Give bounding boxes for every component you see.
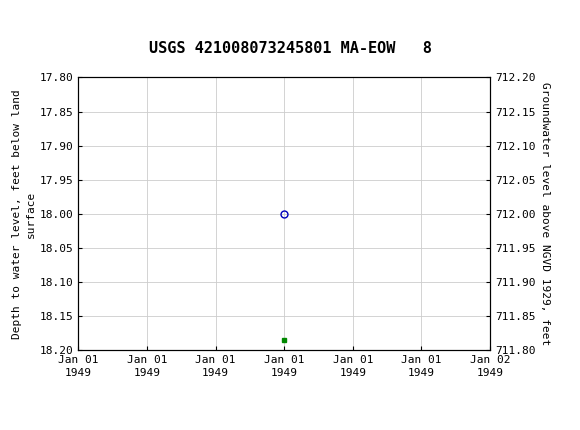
Text: ▒USGS: ▒USGS	[7, 11, 66, 27]
Y-axis label: Depth to water level, feet below land
surface: Depth to water level, feet below land su…	[12, 89, 35, 339]
Y-axis label: Groundwater level above NGVD 1929, feet: Groundwater level above NGVD 1929, feet	[539, 82, 550, 346]
Text: USGS 421008073245801 MA-EOW   8: USGS 421008073245801 MA-EOW 8	[148, 41, 432, 56]
